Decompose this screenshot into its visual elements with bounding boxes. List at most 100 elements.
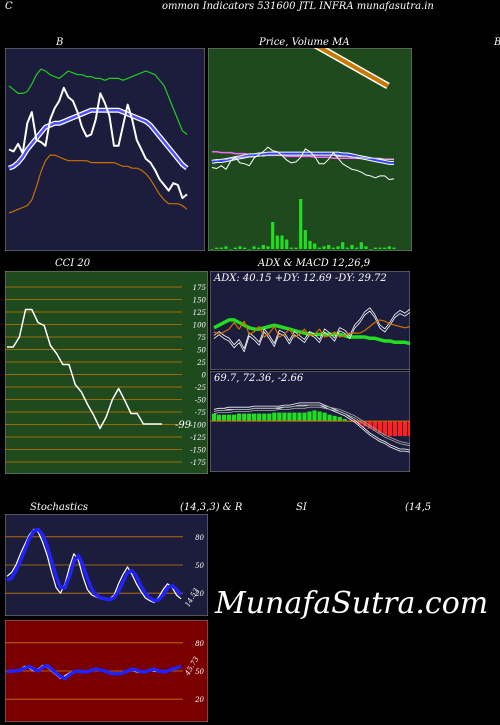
cci-line bbox=[7, 308, 162, 430]
adx-minus_di-line bbox=[213, 319, 410, 338]
bollinger-panel bbox=[5, 48, 205, 251]
volume-bar bbox=[294, 247, 298, 249]
macd-hist-bar bbox=[387, 421, 392, 437]
macd-hist-bar bbox=[327, 414, 332, 422]
macd-hist-bar bbox=[211, 413, 217, 422]
macd-hist-bar bbox=[322, 412, 327, 422]
cci-last-value: -99 bbox=[175, 420, 192, 431]
stoch-tick-label: 80 bbox=[195, 534, 204, 542]
macd-hist-bar bbox=[307, 411, 312, 422]
bollinger-lower-line bbox=[8, 154, 188, 214]
volume-bar bbox=[392, 247, 396, 249]
macd-hist-bar bbox=[407, 421, 410, 437]
price-longma-line bbox=[316, 48, 389, 88]
macd-signal-line-b bbox=[213, 406, 410, 447]
stoch-d-line bbox=[6, 527, 183, 603]
stoch-tick-label: 20 bbox=[194, 590, 204, 598]
cci-tick-label: -100 bbox=[190, 422, 206, 430]
adx-plusdi-line-b bbox=[213, 310, 410, 353]
volume-bar bbox=[210, 249, 214, 250]
cci-title: CCI 20 bbox=[55, 258, 91, 269]
volume-bar bbox=[331, 247, 335, 249]
macd-hist-bar bbox=[302, 412, 307, 422]
rsi-tick-label: 50 bbox=[195, 668, 204, 676]
macd-hist-bar bbox=[252, 413, 257, 422]
rsi-tick-label: 20 bbox=[194, 696, 204, 704]
macd-hist-bar bbox=[342, 419, 347, 422]
macd-hist-bar bbox=[297, 412, 302, 422]
volume-bar bbox=[359, 242, 363, 249]
macd-hist-bar bbox=[277, 412, 282, 422]
macd-hist-bar bbox=[272, 412, 277, 422]
volume-bar bbox=[373, 247, 377, 249]
rsi-title: SI bbox=[296, 502, 307, 513]
cci-bg bbox=[5, 271, 208, 474]
cci-tick-label: 125 bbox=[193, 309, 207, 317]
adx-bg bbox=[210, 271, 410, 370]
macd-hist-bar bbox=[382, 421, 387, 435]
volume-bar bbox=[383, 247, 387, 249]
volume-bar bbox=[303, 230, 307, 249]
volume-bar bbox=[308, 240, 312, 249]
macd-hist-bar bbox=[377, 421, 382, 433]
volume-bar bbox=[247, 249, 251, 250]
stoch-title: Stochastics bbox=[30, 502, 88, 513]
macd-hist-bar bbox=[397, 421, 403, 437]
volume-bar bbox=[261, 244, 265, 249]
macd-panel bbox=[210, 371, 410, 472]
price-ma-grey-line bbox=[212, 154, 394, 161]
volume-bar bbox=[229, 249, 233, 250]
macd-hist-bar bbox=[312, 410, 317, 422]
volume-bar bbox=[350, 244, 354, 249]
price-volume-panel bbox=[208, 48, 412, 251]
macd-hist-bar bbox=[216, 414, 222, 422]
macd-hist-bar bbox=[242, 413, 247, 422]
adx-panel bbox=[210, 271, 410, 370]
macd-hist-bar bbox=[337, 416, 342, 422]
cci-tick-label: 150 bbox=[193, 297, 207, 305]
price-title-right: B bbox=[494, 37, 500, 48]
volume-bar bbox=[387, 246, 391, 249]
volume-bar bbox=[215, 247, 219, 249]
macd-hist-bar bbox=[227, 414, 232, 422]
macd-hist-bar bbox=[392, 421, 397, 437]
cci-tick-label: 100 bbox=[193, 322, 207, 330]
macd-hist-bar bbox=[262, 413, 267, 422]
cci-tick-label: 175 bbox=[193, 284, 207, 292]
macd-hist-bar bbox=[257, 413, 262, 422]
volume-bar bbox=[355, 247, 359, 249]
volume-bar bbox=[378, 247, 382, 249]
volume-bar bbox=[345, 247, 349, 249]
macd-hist-bar bbox=[372, 421, 377, 431]
rsi-rsi_ma-line bbox=[6, 663, 182, 681]
macd-signal-line-a bbox=[213, 404, 410, 444]
price-title: Price, Volume MA bbox=[259, 37, 350, 48]
cci-tick-label: 50 bbox=[197, 347, 206, 355]
bollinger-title: B bbox=[56, 37, 64, 48]
volume-bar bbox=[266, 246, 270, 249]
cci-tick-label: -25 bbox=[195, 384, 207, 392]
volume-bar bbox=[313, 243, 317, 249]
page-title: ommon Indicators 531600 JTL INFRA munafa… bbox=[162, 1, 434, 12]
adx-plusdi-line-a bbox=[213, 307, 410, 349]
macd-values-label: 69.7, 72.36, -2.66 bbox=[214, 373, 304, 384]
volume-bar bbox=[252, 246, 256, 249]
cci-tick-label: -75 bbox=[195, 409, 207, 417]
macd-hist-bar bbox=[352, 421, 357, 423]
stoch-tick-label: 50 bbox=[195, 562, 204, 570]
cci-tick-label: -175 bbox=[190, 459, 206, 467]
volume-bar bbox=[275, 235, 279, 249]
volume-bar bbox=[224, 246, 228, 249]
price-close-line bbox=[211, 146, 395, 181]
volume-bar bbox=[257, 247, 261, 249]
volume-bar bbox=[341, 242, 345, 249]
volume-bar bbox=[238, 246, 242, 249]
macd-hist-bar bbox=[402, 421, 408, 437]
macd-hist-bar bbox=[247, 413, 252, 422]
watermark: MunafaSutra.com bbox=[215, 586, 489, 621]
macd-hist-bar bbox=[287, 412, 292, 422]
cci-tick-label: 75 bbox=[197, 334, 206, 342]
volume-bar bbox=[364, 246, 368, 249]
